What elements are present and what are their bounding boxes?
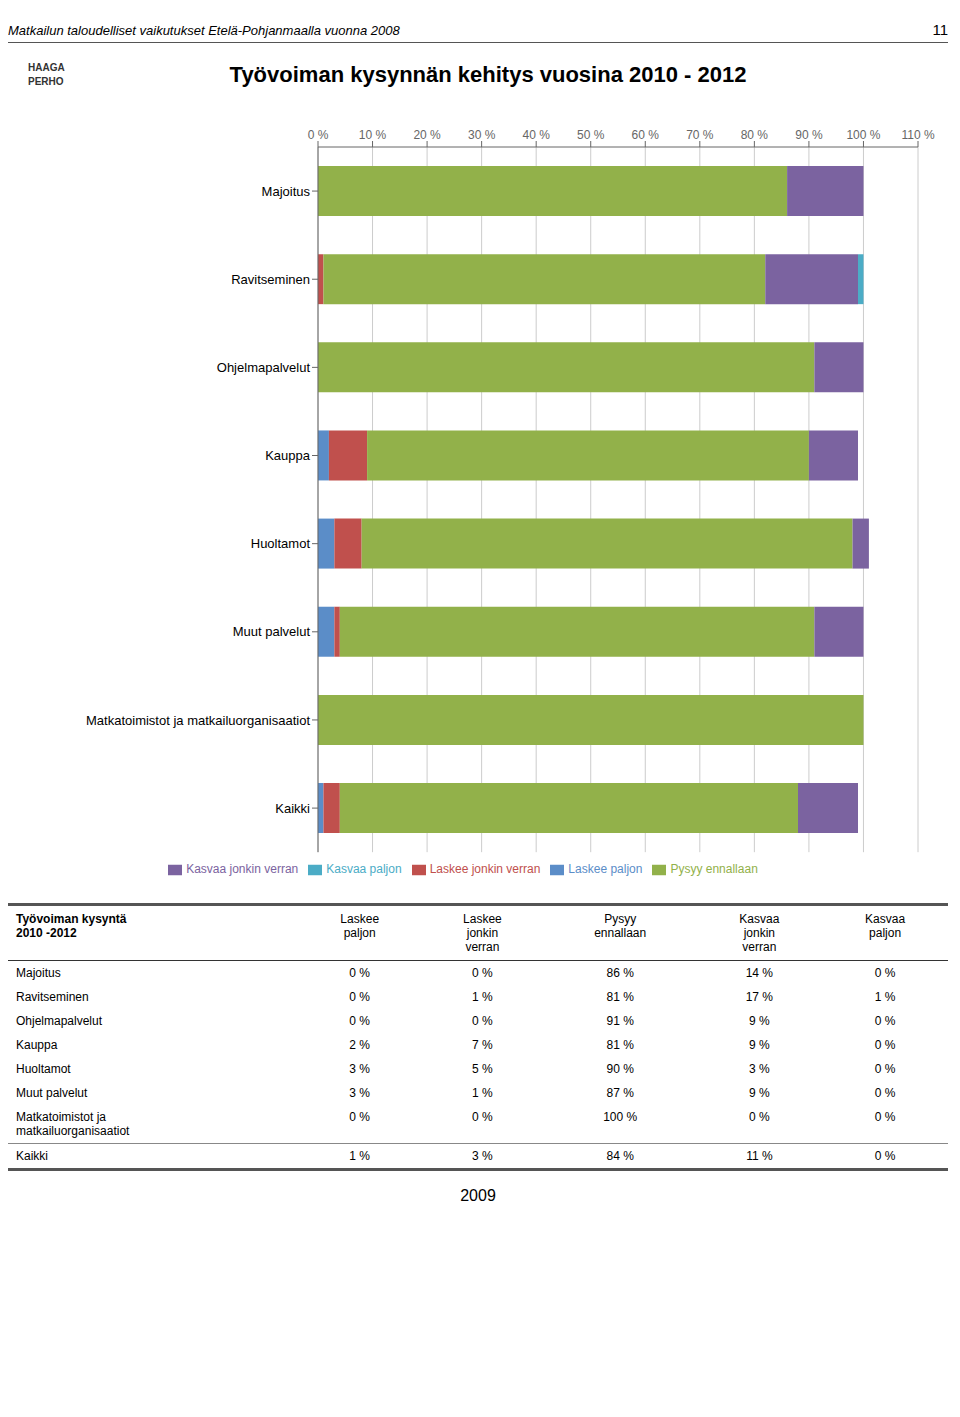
html-text:Kasvaa paljon: Kasvaa paljon [865, 912, 906, 940]
html-text:0 %: 0 % [472, 1110, 493, 1124]
svg-text:Kauppa: Kauppa [265, 448, 311, 463]
svg-text:Matkatoimistot ja matkailuorga: Matkatoimistot ja matkailuorganisaatiot [86, 713, 310, 728]
html-text:9 %: 9 % [749, 1014, 770, 1028]
svg-text:Huoltamot: Huoltamot [251, 536, 311, 551]
html-text:3 %: 3 % [349, 1086, 370, 1100]
html-text:0 %: 0 % [349, 990, 370, 1004]
html-text:2 %: 2 % [349, 1038, 370, 1052]
html-text:Työvoiman kysynnän kehitys vuo: Työvoiman kysynnän kehitys vuosina 2010 … [229, 62, 747, 87]
html-text:Muut palvelut: Muut palvelut [16, 1086, 88, 1100]
html-text:87 %: 87 % [606, 1086, 634, 1100]
svg-text:80 %: 80 % [741, 128, 769, 142]
html-text:0 %: 0 % [874, 1014, 896, 1028]
html-text:9 %: 9 % [749, 1086, 770, 1100]
svg-text:30 %: 30 % [468, 128, 496, 142]
html-text:PERHO: PERHO [28, 76, 64, 87]
html-text:81 %: 81 % [606, 1038, 634, 1052]
html-text:9 %: 9 % [749, 1038, 770, 1052]
html-text:7 %: 7 % [472, 1038, 493, 1052]
svg-text:40 %: 40 % [523, 128, 551, 142]
html-text:Laskee jonkin verran: Laskee jonkin verran [463, 912, 502, 954]
html-text:0 %: 0 % [749, 1110, 770, 1124]
html-text:Majoitus: Majoitus [16, 966, 61, 980]
html-text:Kasvaa paljon: Kasvaa paljon [326, 862, 402, 877]
html-text:HAAGA: HAAGA [28, 62, 65, 73]
svg-text:Majoitus: Majoitus [262, 184, 311, 199]
html-text:Matkatoimistot ja matkailuorga: Matkatoimistot ja matkailuorganisaatiot [16, 1110, 130, 1138]
html-text:Huoltamot: Huoltamot [16, 1062, 71, 1076]
html-text:Kasvaa jonkin verran: Kasvaa jonkin verran [739, 912, 780, 954]
html-text:Pysyy ennallaan: Pysyy ennallaan [594, 912, 647, 940]
html-text:84 %: 84 % [606, 1149, 634, 1163]
html-text:0 %: 0 % [874, 1038, 896, 1052]
html-text:Laskee paljon: Laskee paljon [568, 862, 643, 877]
html-text:Ohjelmapalvelut: Ohjelmapalvelut [16, 1014, 102, 1028]
html-text:5 %: 5 % [472, 1062, 493, 1076]
html-text:0 %: 0 % [349, 1014, 370, 1028]
html-text:1 %: 1 % [349, 1149, 370, 1163]
svg-text:Ravitseminen: Ravitseminen [231, 272, 310, 287]
html-text:3 %: 3 % [749, 1062, 770, 1076]
html-text:Pysyy ennallaan: Pysyy ennallaan [670, 862, 758, 877]
html-text:Työvoiman kysyntä 2010 -2012: Työvoiman kysyntä 2010 -2012 [16, 912, 127, 940]
html-text:Kauppa: Kauppa [16, 1038, 58, 1052]
svg-text:Muut palvelut: Muut palvelut [233, 624, 311, 639]
html-text:1 %: 1 % [472, 990, 493, 1004]
html-text:81 %: 81 % [606, 990, 634, 1004]
html-text:11 %: 11 % [746, 1149, 773, 1163]
html-text:17 %: 17 % [745, 990, 773, 1004]
html-text:Kasvaa jonkin verran: Kasvaa jonkin verran [186, 862, 299, 877]
html-text:0 %: 0 % [472, 966, 493, 980]
svg-text:70 %: 70 % [686, 128, 714, 142]
html-text:91 %: 91 % [606, 1014, 634, 1028]
svg-text:Kaikki: Kaikki [275, 801, 310, 816]
html-text:11: 11 [932, 21, 948, 38]
html-text:100 %: 100 % [603, 1110, 638, 1124]
svg-text:60 %: 60 % [632, 128, 660, 142]
svg-text:90 %: 90 % [795, 128, 823, 142]
svg-text:110 %: 110 % [901, 128, 934, 142]
html-text:0 %: 0 % [874, 1110, 896, 1124]
svg-text:Ohjelmapalvelut: Ohjelmapalvelut [217, 360, 311, 375]
html-text:3 %: 3 % [349, 1062, 370, 1076]
html-text:1 %: 1 % [874, 990, 896, 1004]
html-text:14 %: 14 % [745, 966, 773, 980]
html-text:2009: 2009 [460, 1187, 496, 1204]
html-text:Laskee jonkin verran: Laskee jonkin verran [429, 862, 541, 877]
html-text:0 %: 0 % [874, 1086, 896, 1100]
html-text:0 %: 0 % [349, 966, 370, 980]
html-text:Kaikki: Kaikki [16, 1149, 48, 1163]
html-text:Ravitseminen: Ravitseminen [16, 990, 89, 1004]
svg-text:0 %: 0 % [308, 128, 329, 142]
html-text:0 %: 0 % [349, 1110, 370, 1124]
html-text:0 %: 0 % [874, 966, 896, 980]
html-text:0 %: 0 % [874, 1149, 896, 1163]
html-text:86 %: 86 % [606, 966, 634, 980]
html-text:0 %: 0 % [472, 1014, 493, 1028]
html-text:90 %: 90 % [606, 1062, 634, 1076]
html-text:1 %: 1 % [472, 1086, 493, 1100]
html-text:3 %: 3 % [472, 1149, 493, 1163]
html-text:0 %: 0 % [874, 1062, 896, 1076]
svg-text:50 %: 50 % [577, 128, 605, 142]
svg-text:100 %: 100 % [846, 128, 880, 142]
html-text:Laskee paljon: Laskee paljon [340, 912, 380, 940]
svg-text:20 %: 20 % [413, 128, 441, 142]
html-text:Matkailun taloudelliset vaikut: Matkailun taloudelliset vaikutukset Etel… [8, 23, 400, 38]
svg-text:10 %: 10 % [359, 128, 387, 142]
